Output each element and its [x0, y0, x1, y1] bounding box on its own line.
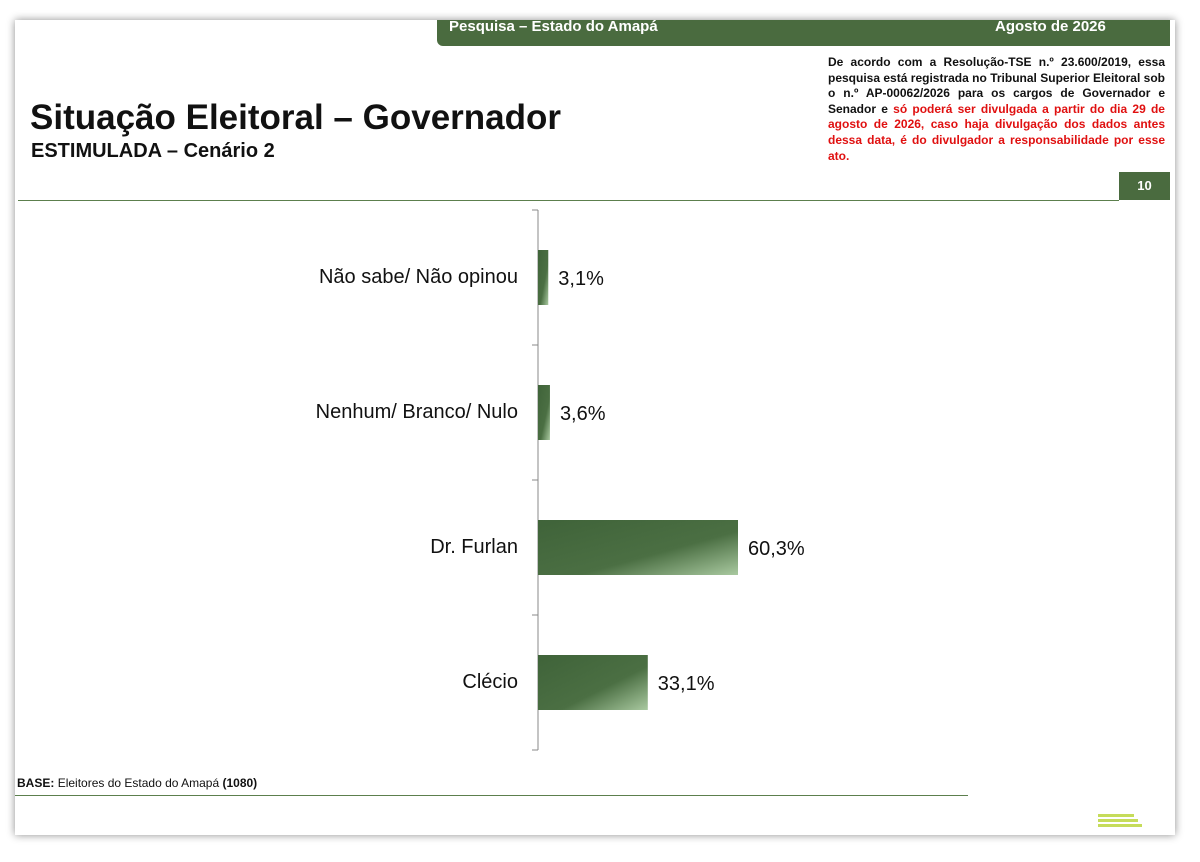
title: Situação Eleitoral – Governador	[30, 98, 561, 137]
bar	[538, 655, 648, 710]
value-label: 60,3%	[748, 538, 805, 560]
category-label: Não sabe/ Não opinou	[319, 266, 518, 288]
category-label: Dr. Furlan	[430, 536, 518, 558]
page-number: 10	[1119, 172, 1170, 200]
bar	[538, 250, 549, 305]
header-band: Pesquisa – Estado do Amapá Agosto de 202…	[437, 20, 1170, 46]
value-label: 3,6%	[560, 403, 606, 425]
band-right: Agosto de 2026	[995, 20, 1106, 35]
header-rule	[18, 200, 1119, 201]
base-count: (1080)	[222, 776, 258, 790]
category-label: Nenhum/ Branco/ Nulo	[316, 401, 518, 423]
notice-text: De acordo com a Resolução-TSE n.º 23.600…	[828, 55, 1165, 116]
value-label: 3,1%	[558, 268, 604, 290]
subtitle: ESTIMULADA – Cenário 2	[31, 140, 275, 162]
value-label: 33,1%	[658, 673, 715, 695]
base-note: BASE: Eleitores do Estado do Amapá (1080…	[17, 776, 257, 790]
category-label: Clécio	[462, 671, 518, 693]
notice: De acordo com a Resolução-TSE n.º 23.600…	[828, 55, 1165, 164]
bar	[538, 520, 738, 575]
base-text: Eleitores do Estado do Amapá	[57, 776, 220, 790]
logo	[1098, 814, 1142, 827]
band-left: Pesquisa – Estado do Amapá	[449, 20, 658, 35]
bar	[538, 385, 550, 440]
footer-rule	[15, 795, 968, 796]
notice-warning: só poderá ser divulgada a partir do dia …	[828, 101, 1165, 163]
base-label: BASE:	[17, 776, 55, 790]
